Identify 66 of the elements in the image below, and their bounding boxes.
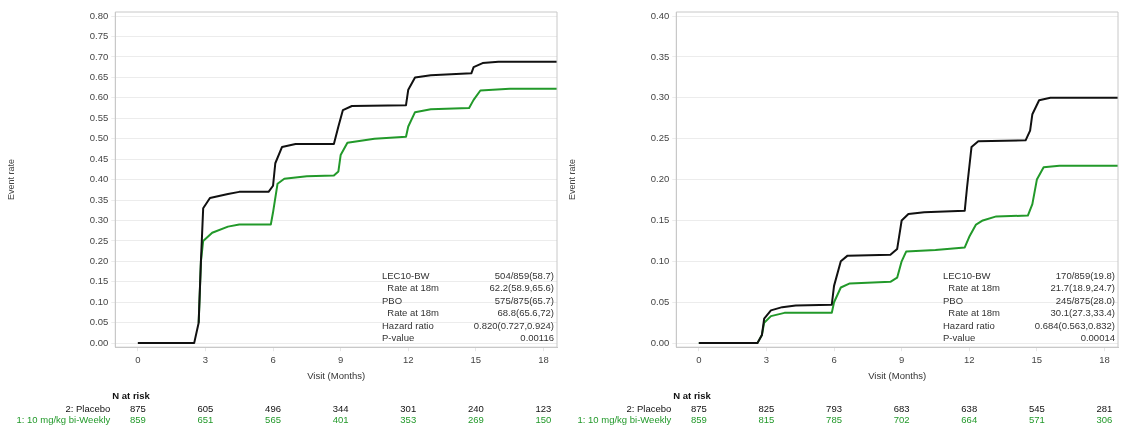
- text: P-value 0.00014: [943, 332, 1115, 344]
- y-tick-label: 0.55: [89, 111, 109, 123]
- y-tick-label: 0.00: [650, 336, 670, 348]
- y-tick-label: 0.05: [89, 316, 109, 328]
- y-tick-label: 0.75: [89, 30, 109, 42]
- x-axis-title: Visit (Months): [307, 369, 366, 381]
- y-tick-label: 0.15: [650, 214, 670, 226]
- y-tick-label: 0.80: [89, 9, 109, 21]
- text: P-value 0.00116: [382, 332, 554, 344]
- y-tick-label: 0.40: [89, 173, 109, 185]
- text: 859 651 565 401 353 269 150: [129, 414, 552, 426]
- x-tick-label: 3: [763, 353, 770, 365]
- text: 875 825 793 683 638 545 281: [690, 403, 1113, 415]
- text: 1: 10 mg/kg bi-Weekly: [16, 414, 111, 426]
- y-axis-title: Event rate: [5, 159, 16, 201]
- y-tick-label: 0.30: [650, 91, 670, 103]
- y-tick-label: 0.45: [89, 152, 109, 164]
- text: N at risk: [112, 390, 151, 402]
- x-tick-label: 6: [831, 353, 837, 365]
- y-tick-label: 0.70: [89, 50, 109, 62]
- y-tick-label: 0.15: [89, 275, 109, 287]
- x-tick-label: 18: [1099, 353, 1110, 365]
- text: Rate at 18m 68.8(65.6,72): [387, 307, 554, 319]
- y-axis-title: Event rate: [566, 159, 577, 201]
- text: PBO 575/875(65.7): [382, 294, 554, 306]
- y-tick-label: 0.20: [89, 254, 109, 266]
- y-tick-label: 0.40: [650, 9, 670, 21]
- text: PBO 245/875(28.0): [943, 294, 1115, 306]
- y-tick-label: 0.50: [89, 132, 109, 144]
- text: 1: 10 mg/kg bi-Weekly: [577, 414, 672, 426]
- y-tick-label: 0.65: [89, 71, 109, 83]
- y-tick-label: 0.25: [89, 234, 109, 246]
- text: 859 815 785 702 664 571 306: [690, 414, 1113, 426]
- text: Rate at 18m 30.1(27.3,33.4): [948, 307, 1115, 319]
- y-tick-label: 0.60: [89, 91, 109, 103]
- text: N at risk: [673, 390, 712, 402]
- x-tick-label: 15: [470, 353, 482, 365]
- x-tick-label: 0: [135, 353, 141, 365]
- y-tick-label: 0.00: [89, 336, 109, 348]
- x-tick-label: 18: [538, 353, 549, 365]
- x-tick-label: 0: [696, 353, 702, 365]
- y-tick-label: 0.05: [650, 295, 670, 307]
- text: 2: Placebo: [626, 403, 672, 415]
- x-tick-label: 15: [1031, 353, 1043, 365]
- y-tick-label: 0.10: [650, 254, 670, 266]
- text: Rate at 18m 21.7(18.9,24.7): [948, 282, 1115, 294]
- text: Hazard ratio 0.684(0.563,0.832): [943, 319, 1115, 331]
- x-tick-label: 9: [338, 353, 344, 365]
- y-tick-label: 0.10: [89, 295, 109, 307]
- x-tick-label: 6: [270, 353, 276, 365]
- text: Hazard ratio 0.820(0.727,0.924): [382, 319, 554, 331]
- text: 875 605 496 344 301 240 123: [129, 403, 552, 415]
- y-tick-label: 0.35: [650, 50, 670, 62]
- y-tick-label: 0.30: [89, 214, 109, 226]
- text: 2: Placebo: [65, 403, 111, 415]
- x-tick-label: 3: [202, 353, 209, 365]
- x-axis-title: Visit (Months): [868, 369, 927, 381]
- text: LEC10-BW 504/859(58.7): [382, 269, 554, 281]
- y-tick-label: 0.35: [89, 193, 109, 205]
- x-tick-label: 12: [402, 353, 414, 365]
- x-tick-label: 9: [899, 353, 905, 365]
- y-tick-label: 0.20: [650, 173, 670, 185]
- text: Rate at 18m 62.2(58.9,65.6): [387, 282, 554, 294]
- text: LEC10-BW 170/859(19.8): [943, 269, 1115, 281]
- y-tick-label: 0.25: [650, 132, 670, 144]
- x-tick-label: 12: [963, 353, 975, 365]
